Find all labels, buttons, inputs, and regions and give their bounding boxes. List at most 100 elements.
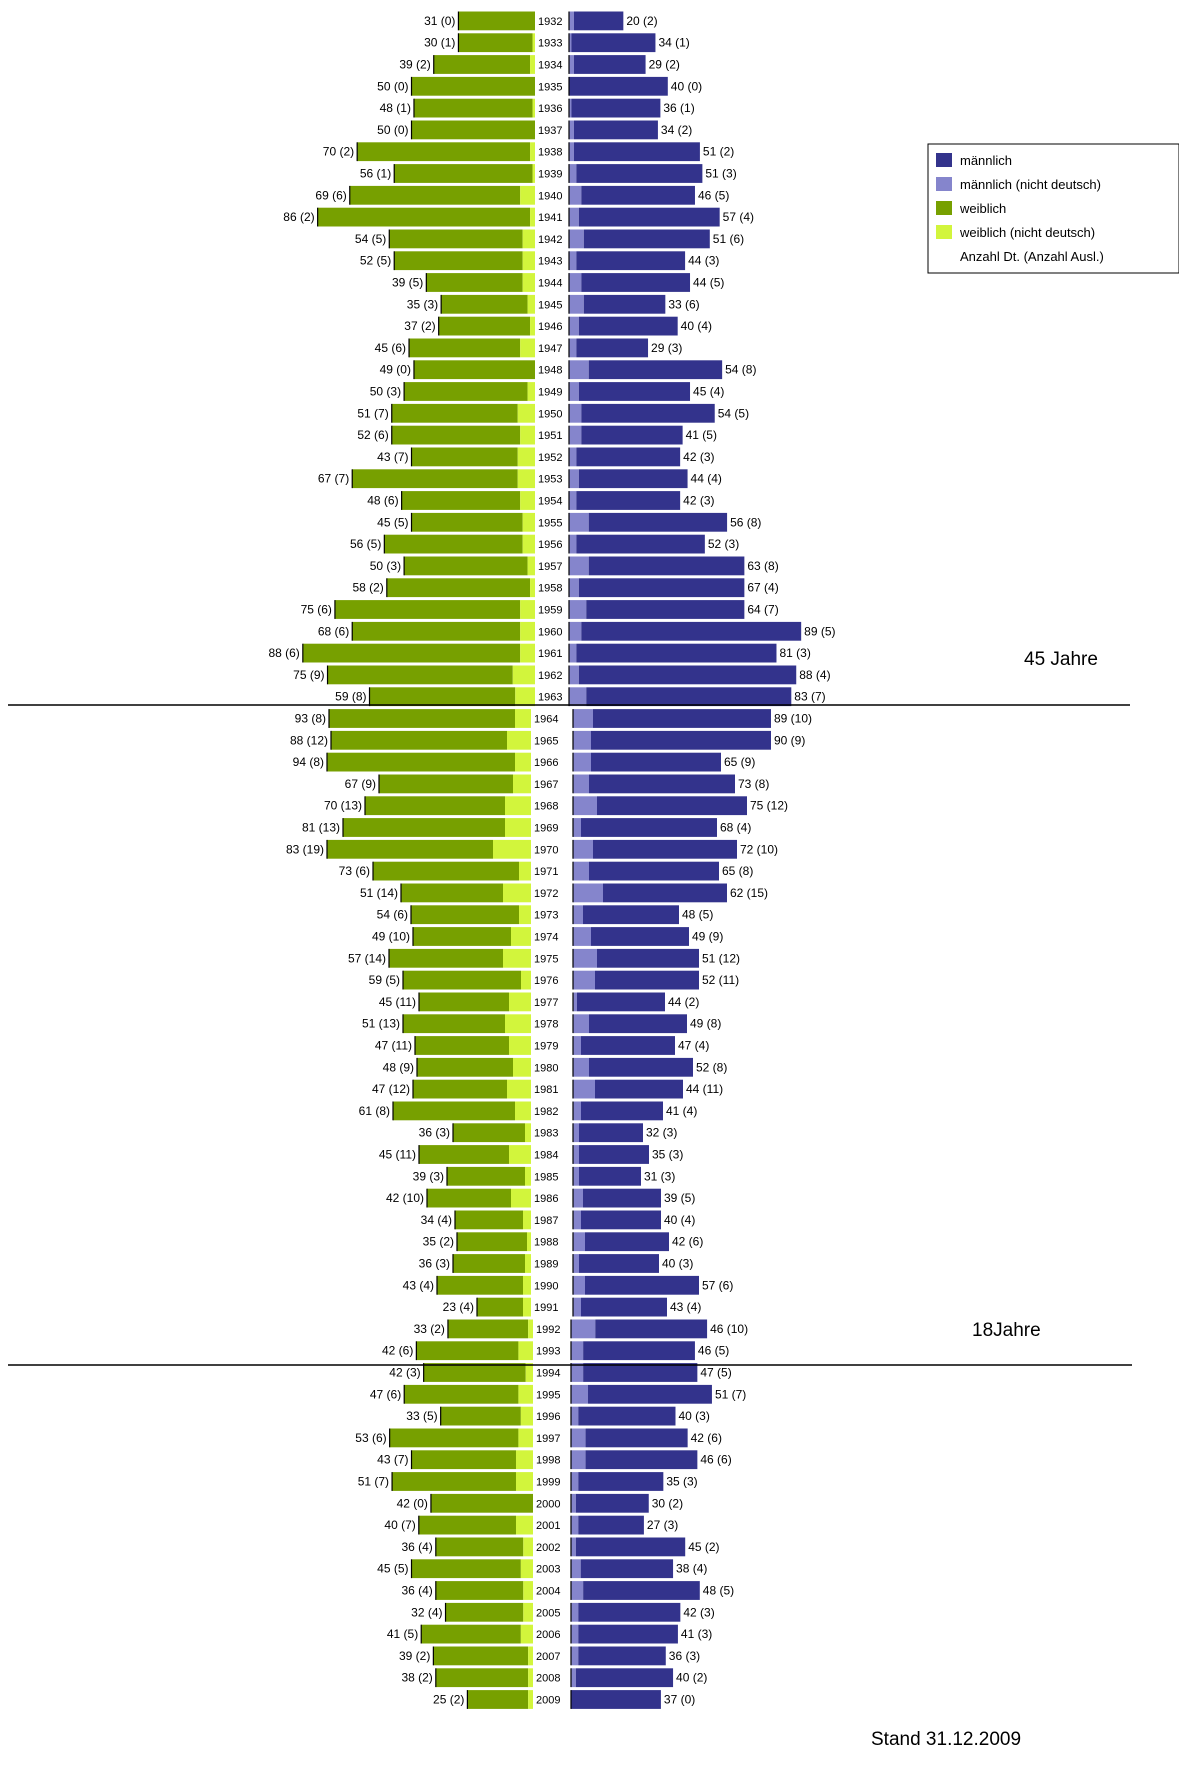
year-label-1993: 1993: [536, 1346, 560, 1358]
bar-female-1933: [458, 33, 533, 53]
bar-male-foreign-1947: [569, 338, 577, 358]
year-label-1964: 1964: [534, 714, 558, 726]
value-labels-group: 31 (0) 20 (2) 30 (1) 34 (1) 39 (2) 29 (2) 50 (…: [268, 14, 835, 1707]
value-label-male-1961: 81 (3): [779, 646, 810, 660]
value-label-female-2007: 39 (2): [399, 1649, 430, 1663]
year-label-2001: 2001: [536, 1520, 560, 1532]
value-label-male-1953: 44 (4): [691, 472, 722, 486]
bar-male-foreign-1957: [569, 556, 589, 576]
bar-female-foreign-1971: [519, 861, 531, 881]
bar-male-1997: [585, 1428, 688, 1448]
bar-female-foreign-1953: [517, 469, 535, 489]
bar-female-foreign-1943: [522, 251, 535, 271]
value-label-female-1995: 47 (6): [370, 1387, 401, 1401]
bar-female-1981: [413, 1079, 507, 1099]
value-label-male-1959: 64 (7): [747, 603, 778, 617]
year-label-1941: 1941: [538, 212, 562, 224]
value-label-male-1971: 65 (8): [722, 864, 753, 878]
year-label-1966: 1966: [534, 757, 558, 769]
bar-male-1986: [583, 1188, 661, 1208]
bar-male-2002: [575, 1537, 686, 1557]
year-label-1938: 1938: [538, 147, 562, 159]
bar-female-foreign-1969: [505, 818, 531, 837]
bar-female-foreign-1942: [522, 229, 535, 249]
bar-female-1987: [455, 1210, 523, 1230]
bar-male-2009: [571, 1690, 661, 1709]
value-label-female-1997: 53 (6): [355, 1431, 386, 1445]
bar-male-1938: [573, 142, 700, 162]
bar-male-1968: [597, 796, 747, 816]
bar-female-foreign-2009: [528, 1690, 533, 1709]
bar-female-1954: [401, 491, 521, 510]
bar-female-1944: [426, 273, 523, 292]
value-label-female-1959: 75 (6): [301, 603, 332, 617]
bar-male-1959: [586, 600, 745, 619]
year-label-1969: 1969: [534, 823, 558, 835]
bar-male-foreign-1945: [569, 294, 584, 314]
year-label-2002: 2002: [536, 1542, 560, 1554]
bar-male-1952: [576, 447, 681, 467]
bar-male-1976: [595, 970, 699, 990]
legend-label-male: männlich: [960, 153, 1012, 168]
year-label-1971: 1971: [534, 866, 558, 878]
bar-female-foreign-1983: [525, 1123, 531, 1143]
bar-male-1940: [581, 185, 695, 205]
bar-male-1998: [585, 1450, 698, 1470]
value-label-female-1992: 33 (2): [414, 1322, 445, 1336]
value-label-male-1954: 42 (3): [683, 494, 714, 508]
value-label-female-1994: 42 (3): [389, 1366, 420, 1380]
bar-male-foreign-1952: [569, 447, 577, 467]
value-label-female-2000: 42 (0): [397, 1496, 428, 1510]
value-label-female-1975: 57 (14): [348, 951, 386, 965]
bar-female-foreign-1996: [520, 1406, 533, 1426]
bar-male-1989: [579, 1254, 659, 1273]
year-label-1950: 1950: [538, 408, 562, 420]
bar-female-foreign-1944: [522, 273, 535, 292]
value-label-female-1942: 54 (5): [355, 232, 386, 246]
value-label-female-1938: 70 (2): [323, 145, 354, 159]
bar-male-foreign-1967: [573, 774, 589, 794]
value-label-male-1996: 40 (3): [678, 1409, 709, 1423]
value-label-female-1964: 93 (8): [295, 712, 326, 726]
bar-male-foreign-1991: [573, 1297, 581, 1317]
bar-male-foreign-2008: [571, 1668, 576, 1688]
bar-male-1951: [581, 425, 683, 445]
bar-female-foreign-1972: [503, 883, 531, 903]
bar-male-foreign-1933: [569, 33, 572, 53]
value-label-female-1965: 88 (12): [290, 733, 328, 747]
bar-female-foreign-1952: [517, 447, 535, 467]
bar-male-1995: [588, 1384, 712, 1404]
bar-male-foreign-1940: [569, 185, 582, 205]
value-label-male-1951: 41 (5): [686, 428, 717, 442]
bar-female-foreign-1966: [515, 752, 531, 772]
bar-female-1963: [369, 687, 516, 707]
value-label-female-1943: 52 (5): [360, 254, 391, 268]
bars-group: [302, 11, 802, 1709]
bar-female-foreign-1993: [518, 1341, 533, 1361]
bar-female-1993: [416, 1341, 519, 1361]
bar-female-1967: [379, 774, 513, 794]
year-label-1976: 1976: [534, 975, 558, 987]
value-label-female-1972: 51 (14): [360, 886, 398, 900]
value-label-male-1936: 36 (1): [663, 101, 694, 115]
year-label-1985: 1985: [534, 1171, 558, 1183]
value-label-female-1937: 50 (0): [377, 123, 408, 137]
bar-female-1959: [334, 600, 521, 619]
bar-female-foreign-1977: [509, 992, 531, 1012]
bar-male-foreign-2005: [571, 1602, 579, 1622]
bar-female-1983: [453, 1123, 525, 1143]
bar-male-foreign-1972: [573, 883, 603, 903]
bar-female-foreign-1995: [518, 1384, 533, 1404]
bar-female-1986: [427, 1188, 511, 1208]
bar-male-1957: [588, 556, 745, 576]
legend-label-count-format: Anzahl Dt. (Anzahl Ausl.): [960, 249, 1104, 264]
bar-male-1984: [579, 1145, 649, 1164]
value-label-male-1973: 48 (5): [682, 908, 713, 922]
bar-female-1950: [391, 403, 518, 423]
bar-male-1942: [583, 229, 710, 249]
value-label-female-1935: 50 (0): [377, 79, 408, 93]
year-label-1952: 1952: [538, 452, 562, 464]
bar-male-1993: [583, 1341, 695, 1361]
bar-female-foreign-1973: [519, 905, 531, 925]
bar-female-1932: [458, 11, 535, 31]
